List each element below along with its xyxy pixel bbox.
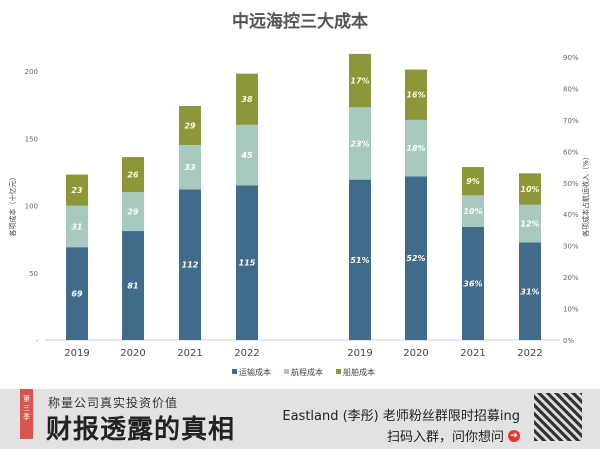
y-tick-right: 30% bbox=[563, 243, 579, 251]
bar-航程成本-2020 bbox=[405, 119, 427, 177]
bar-船舶成本-2020 bbox=[405, 69, 427, 120]
promo-text: Eastland (李彤) 老师粉丝群限时招募ing bbox=[282, 409, 520, 424]
y-tick-right: 10% bbox=[563, 306, 579, 314]
bar-航程成本-2021 bbox=[179, 144, 201, 190]
legend-swatch bbox=[232, 369, 237, 374]
scan-text: 扫码入群，问你想问 bbox=[386, 430, 504, 445]
bar-船舶成本-2021 bbox=[462, 167, 484, 196]
data-label: 10% bbox=[463, 207, 482, 216]
bar-航程成本-2022 bbox=[519, 204, 541, 243]
data-label: 36% bbox=[463, 279, 482, 288]
data-label: 38 bbox=[241, 95, 253, 104]
legend-swatch bbox=[336, 369, 341, 374]
bar-运输成本-2019 bbox=[349, 179, 371, 340]
legend-label: 运输成本 bbox=[239, 367, 271, 377]
legend-label: 航程成本 bbox=[291, 367, 323, 377]
bar-航程成本-2022 bbox=[236, 124, 258, 186]
y-tick-right: 90% bbox=[563, 54, 579, 62]
y-tick-left: 50 bbox=[29, 270, 38, 278]
y-tick-left: 150 bbox=[25, 135, 38, 143]
bar-运输成本-2021 bbox=[179, 189, 201, 340]
x-tick-label: 2022 bbox=[517, 348, 542, 359]
data-label: 18% bbox=[406, 144, 425, 153]
bar-航程成本-2021 bbox=[462, 195, 484, 227]
bar-船舶成本-2022 bbox=[519, 173, 541, 205]
y-tick-right: 60% bbox=[563, 148, 579, 156]
chart-title: 中远海控三大成本 bbox=[232, 11, 368, 32]
bar-运输成本-2022 bbox=[519, 242, 541, 340]
qr-code bbox=[534, 393, 582, 441]
y-tick-right: 40% bbox=[563, 211, 579, 219]
y-tick-right: 80% bbox=[563, 85, 579, 93]
banner-subtitle: 称量公司真实投资价值 bbox=[48, 396, 179, 410]
y-tick-right: 70% bbox=[563, 117, 579, 125]
scan-cta[interactable]: 扫码入群，问你想问 ➜ bbox=[387, 426, 520, 445]
y-tick-right: 50% bbox=[563, 180, 579, 188]
bar-航程成本-2019 bbox=[349, 107, 371, 180]
data-label: 23 bbox=[71, 186, 83, 195]
season-ribbon: 第三季 bbox=[20, 389, 33, 439]
x-tick-label: 2019 bbox=[64, 348, 89, 359]
y-axis-label-right: 各项成本占航运收入（%） bbox=[581, 153, 590, 237]
bar-船舶成本-2019 bbox=[349, 53, 371, 108]
data-label: 31 bbox=[71, 222, 82, 231]
data-label: 23% bbox=[350, 139, 369, 148]
bar-运输成本-2020 bbox=[122, 231, 144, 340]
data-label: 12% bbox=[520, 220, 539, 229]
data-label: 29 bbox=[127, 208, 139, 217]
y-tick-right: 0% bbox=[563, 337, 574, 345]
arrow-right-icon: ➜ bbox=[508, 429, 520, 442]
data-label: 51% bbox=[350, 256, 369, 265]
y-tick-left: - bbox=[35, 337, 38, 345]
x-tick-label: 2020 bbox=[403, 348, 428, 359]
bar-航程成本-2020 bbox=[122, 192, 144, 232]
legend-swatch bbox=[284, 369, 289, 374]
legend-label: 船舶成本 bbox=[343, 367, 375, 377]
data-label: 17% bbox=[350, 77, 369, 86]
bar-船舶成本-2019 bbox=[66, 174, 88, 206]
data-label: 29 bbox=[184, 121, 196, 130]
bar-船舶成本-2022 bbox=[236, 73, 258, 125]
bar-运输成本-2020 bbox=[405, 176, 427, 340]
data-label: 69 bbox=[71, 290, 83, 299]
x-tick-label: 2021 bbox=[177, 348, 202, 359]
y-tick-left: 100 bbox=[25, 203, 38, 211]
x-tick-label: 2020 bbox=[120, 348, 145, 359]
bar-航程成本-2019 bbox=[66, 205, 88, 248]
data-label: 45 bbox=[240, 151, 253, 160]
banner-title: 财报透露的真相 bbox=[46, 415, 236, 445]
stacked-bar-chart: 中远海控三大成本 69 31 23 2019 81 29 26 2020 112 33 29 2021 1… bbox=[8, 11, 590, 377]
data-label: 81 bbox=[127, 282, 138, 291]
x-tick-label: 2022 bbox=[234, 348, 259, 359]
data-label: 9% bbox=[466, 177, 480, 186]
bar-运输成本-2019 bbox=[66, 247, 88, 340]
data-label: 52% bbox=[406, 254, 425, 263]
data-label: 31% bbox=[520, 287, 539, 296]
data-label: 26 bbox=[127, 171, 139, 180]
bar-船舶成本-2021 bbox=[179, 105, 201, 145]
data-label: 10% bbox=[520, 185, 539, 194]
data-label: 16% bbox=[406, 91, 425, 100]
x-tick-label: 2019 bbox=[347, 348, 372, 359]
promo-banner: 第三季 称量公司真实投资价值 财报透露的真相 Eastland (李彤) 老师粉… bbox=[0, 389, 600, 449]
y-tick-right: 20% bbox=[563, 274, 579, 282]
y-tick-left: 200 bbox=[25, 68, 38, 76]
x-tick-label: 2021 bbox=[460, 348, 485, 359]
data-label: 33 bbox=[184, 163, 196, 172]
data-label: 115 bbox=[239, 259, 256, 268]
data-label: 112 bbox=[182, 261, 199, 270]
bar-船舶成本-2020 bbox=[122, 157, 144, 193]
bar-运输成本-2021 bbox=[462, 226, 484, 340]
y-axis-label-left: 各项成本（十亿元） bbox=[8, 174, 17, 237]
bar-运输成本-2022 bbox=[236, 185, 258, 340]
